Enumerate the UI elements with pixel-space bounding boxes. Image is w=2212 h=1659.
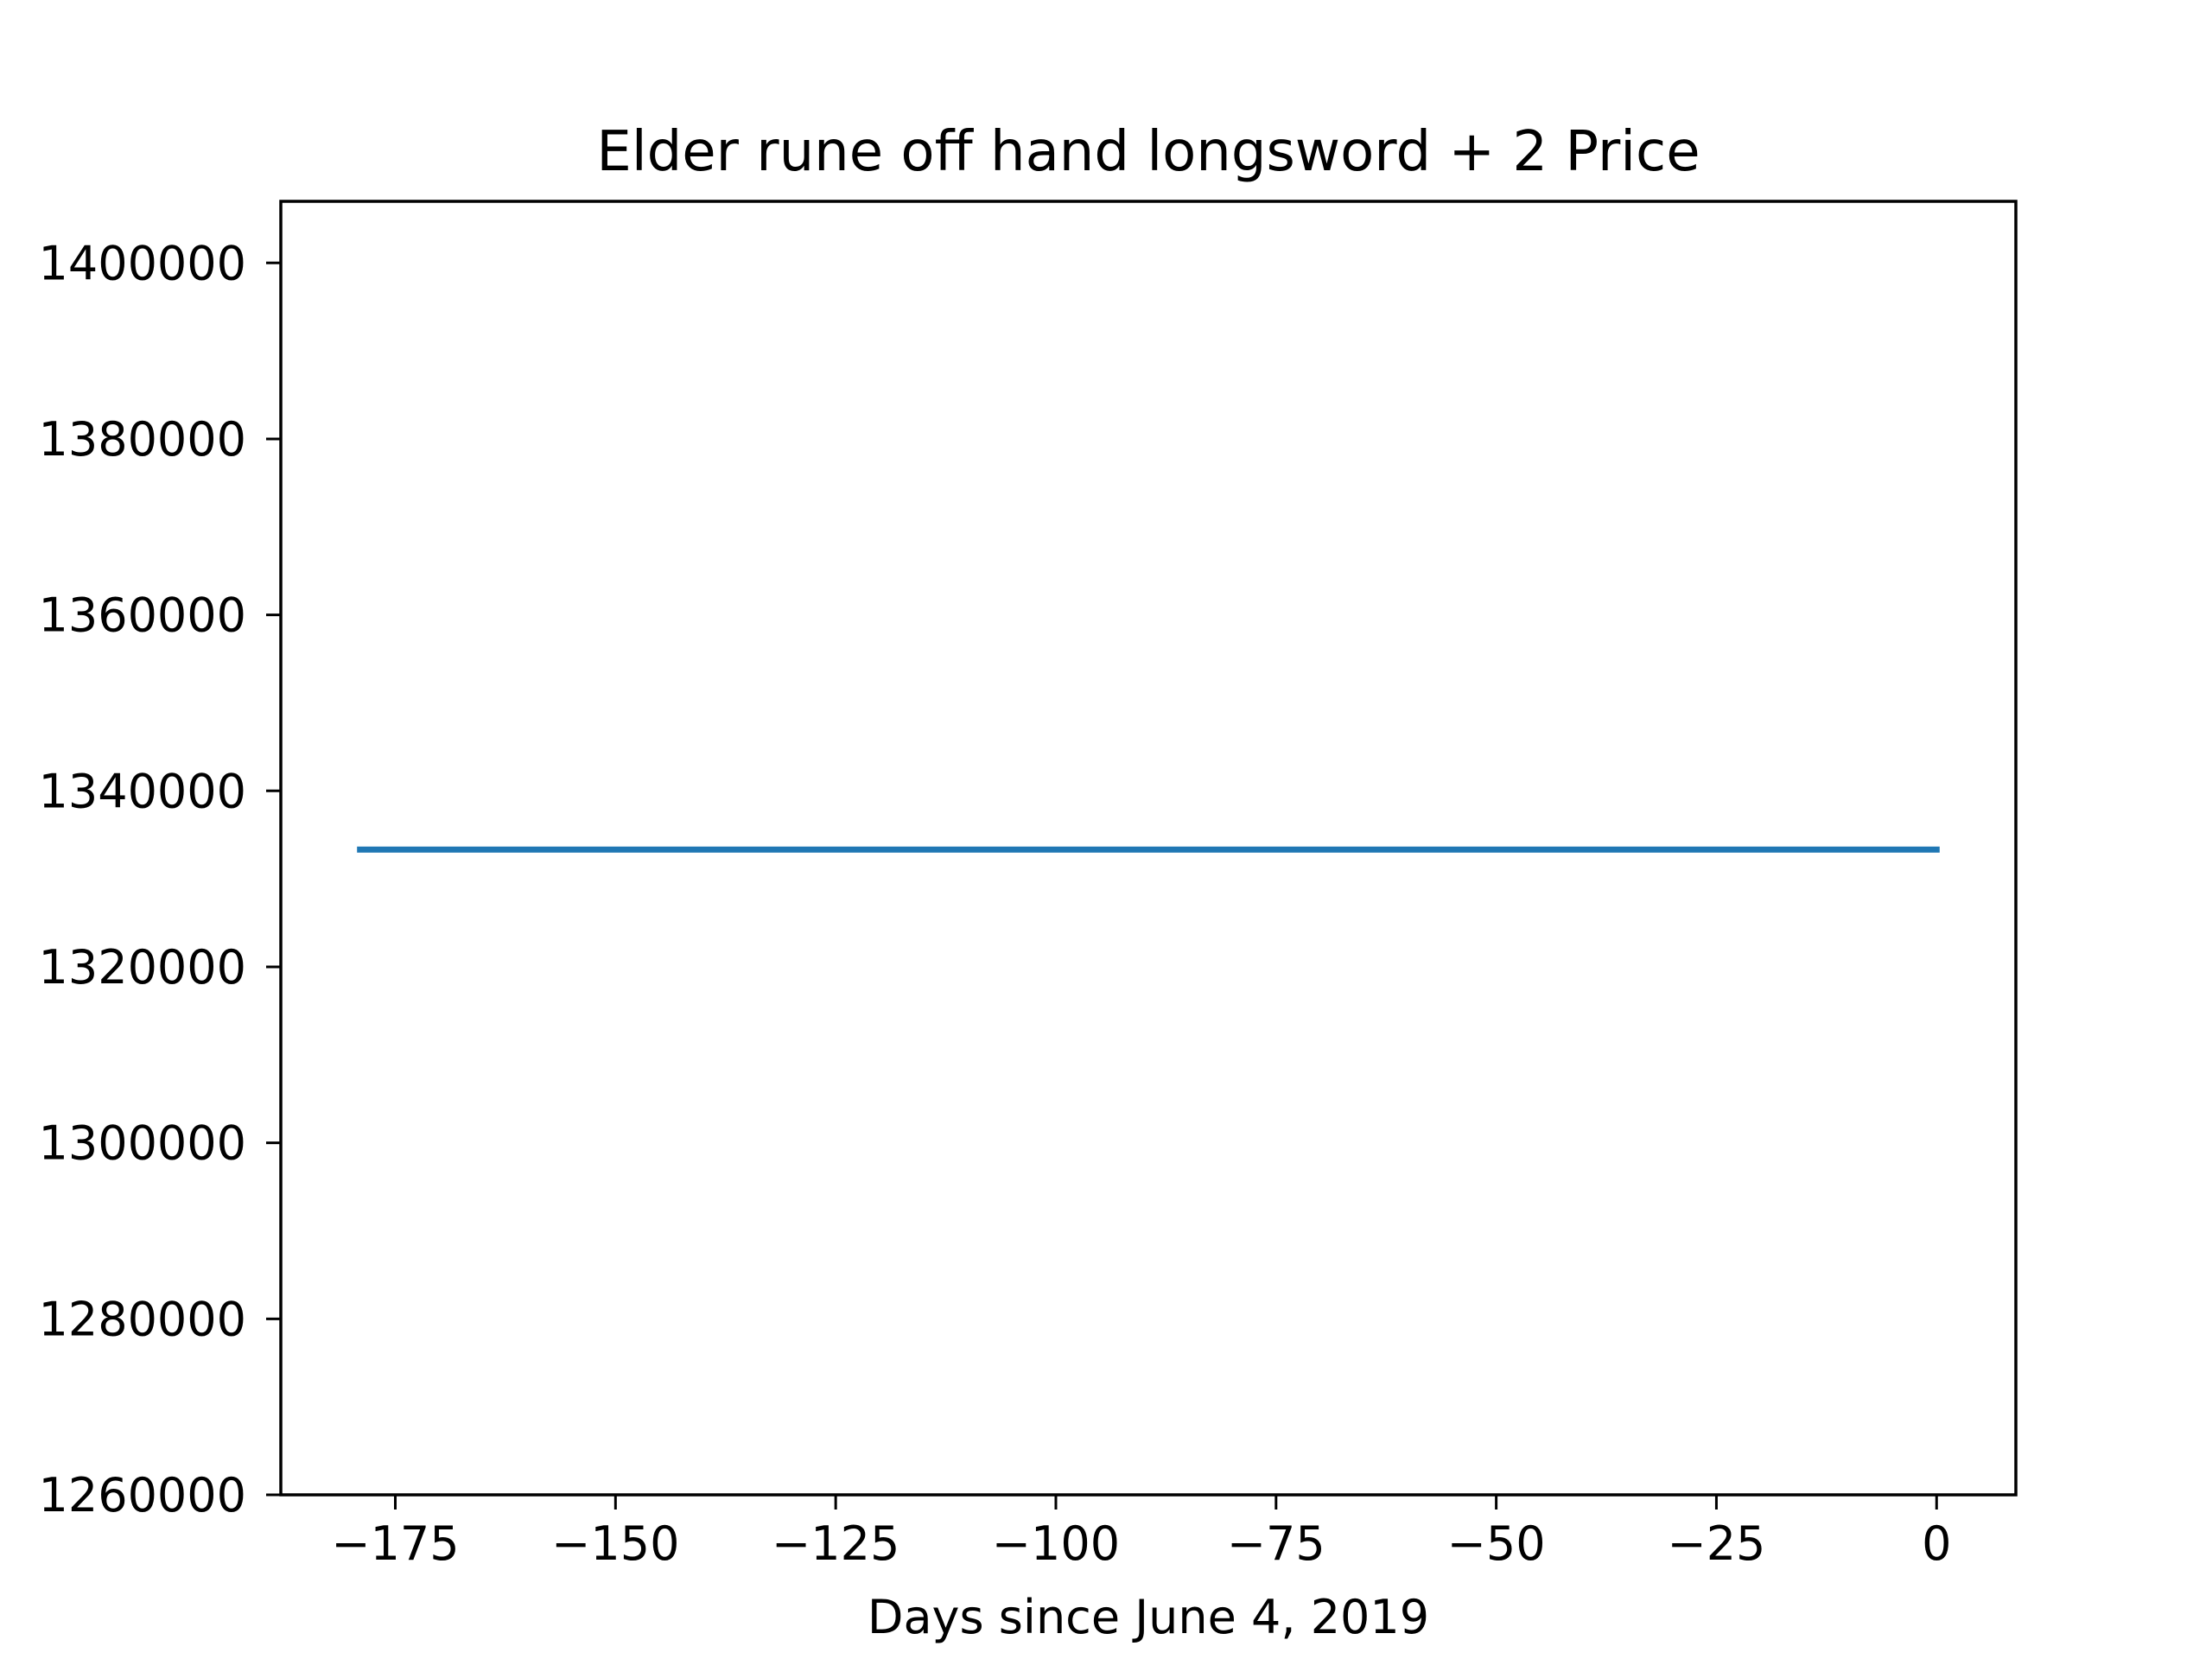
x-tick-label: −175: [331, 1516, 459, 1571]
plot-frame: [279, 200, 2018, 1497]
x-axis-label: Days since June 4, 2019: [868, 1590, 1429, 1644]
y-tick-label: 1380000: [39, 412, 247, 467]
y-tick-label: 1260000: [39, 1468, 247, 1522]
y-tick-label: 1300000: [39, 1116, 247, 1171]
chart-title: Elder rune off hand longsword + 2 Price: [596, 120, 1700, 184]
x-tick-label: 0: [1922, 1516, 1951, 1571]
x-tick-label: −125: [772, 1516, 899, 1571]
x-tick-label: −50: [1447, 1516, 1546, 1571]
y-tick-label: 1280000: [39, 1292, 247, 1346]
y-axis: 1260000 1280000 1300000 1320000 1340000 13600…: [39, 236, 281, 1522]
x-tick-label: −25: [1667, 1516, 1765, 1571]
y-tick-label: 1340000: [39, 764, 247, 818]
y-tick-label: 1360000: [39, 588, 247, 643]
y-tick-label: 1320000: [39, 940, 247, 995]
x-tick-label: −100: [992, 1516, 1120, 1571]
x-axis: −175 −150 −125 −100 −75 −50 −25 0: [331, 1495, 1951, 1571]
x-tick-label: −150: [551, 1516, 679, 1571]
y-tick-label: 1400000: [39, 236, 247, 290]
x-tick-label: −75: [1227, 1516, 1325, 1571]
